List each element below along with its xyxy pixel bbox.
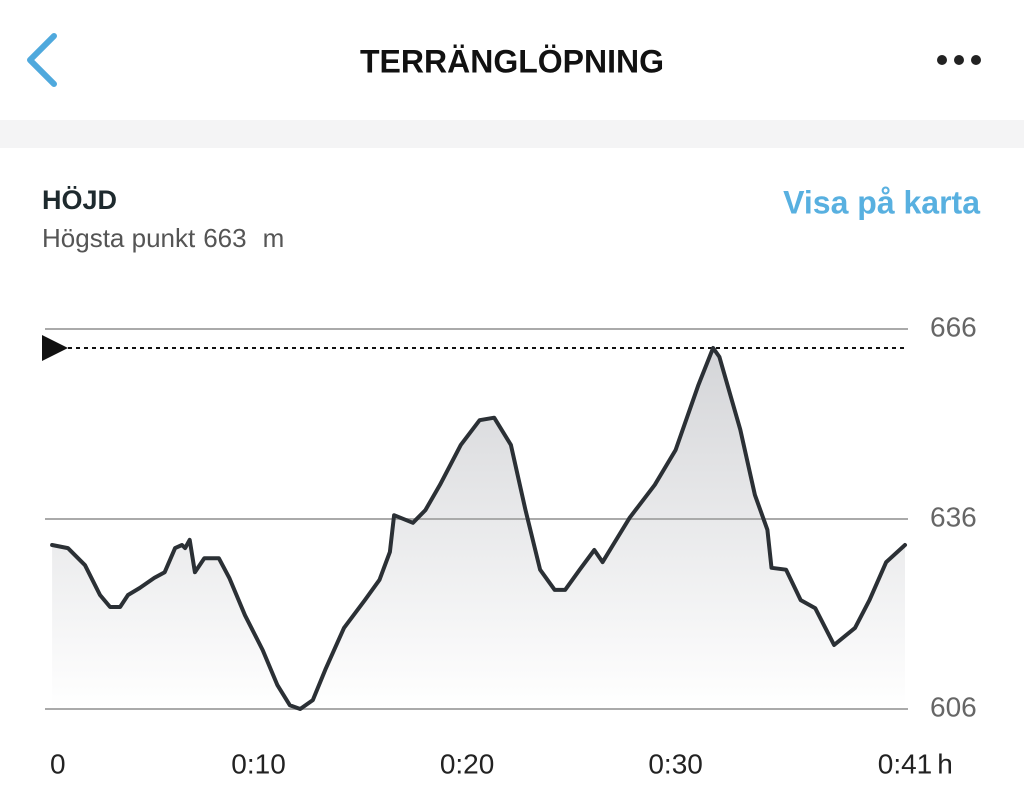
highest-value: 663 (203, 223, 246, 253)
y-tick-label: 636 (930, 501, 977, 532)
x-tick-label: 0:20 (440, 748, 495, 779)
elevation-line (50, 346, 907, 711)
elevation-chart: 606 636 666 0 0:10 0:20 0:30 0:41 h (42, 311, 977, 779)
highest-point: Högsta punkt 663 m (42, 223, 284, 253)
map-link[interactable]: Visa på karta (783, 184, 980, 220)
divider (0, 120, 1024, 148)
y-tick-label: 666 (930, 311, 977, 342)
back-button[interactable] (27, 33, 57, 87)
screen-title: TERRÄNGLÖPNING (360, 43, 664, 79)
highest-unit: m (263, 223, 285, 253)
more-button[interactable] (937, 55, 981, 65)
x-tick-label: 0:30 (648, 748, 703, 779)
x-tick-label: 0 (50, 748, 66, 779)
highest-label: Högsta punkt (42, 223, 196, 253)
x-tick-label: 0:41 (878, 748, 933, 779)
y-tick-label: 606 (930, 691, 977, 722)
x-unit: h (937, 748, 953, 779)
x-tick-label: 0:10 (231, 748, 286, 779)
highest-marker (42, 335, 68, 361)
area (52, 348, 906, 709)
section-title: HÖJD (42, 185, 117, 215)
